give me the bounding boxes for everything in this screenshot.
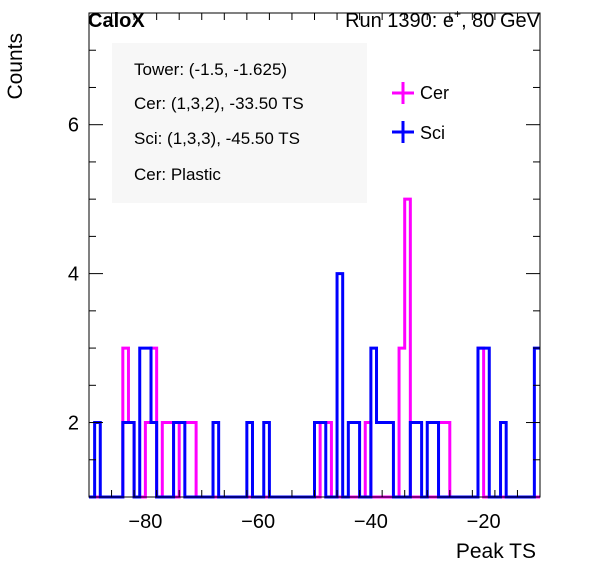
info-box [112, 43, 367, 203]
y-tick-label: 6 [68, 115, 79, 137]
info-line-cer-channel: Cer: (1,3,2), -33.50 TS [134, 94, 304, 113]
legend: Cer Sci [392, 82, 449, 143]
experiment-label: CaloX [88, 10, 145, 32]
x-tick-label: −40 [354, 511, 388, 533]
x-tick-label: −20 [467, 511, 501, 533]
info-line-cer-material: Cer: Plastic [134, 165, 221, 184]
y-tick-label: 2 [68, 413, 79, 435]
legend-sci-label: Sci [420, 123, 445, 143]
info-line-sci-channel: Sci: (1,3,3), -45.50 TS [134, 129, 300, 148]
legend-cer-label: Cer [420, 83, 449, 103]
info-line-tower: Tower: (-1.5, -1.625) [134, 60, 287, 79]
y-axis-title: Counts [4, 33, 27, 100]
x-axis-title: Peak TS [456, 540, 536, 563]
x-tick-label: −60 [241, 511, 275, 533]
run-info-sup: + [454, 7, 461, 21]
x-tick-label: −80 [128, 511, 162, 533]
y-tick-label: 4 [68, 264, 79, 286]
run-info: Run 1390: e+, 80 GeV [345, 7, 541, 32]
axes-frame: −80 −60 −40 −20 2 4 6 [68, 12, 541, 533]
run-info-tail: , 80 GeV [461, 10, 541, 32]
